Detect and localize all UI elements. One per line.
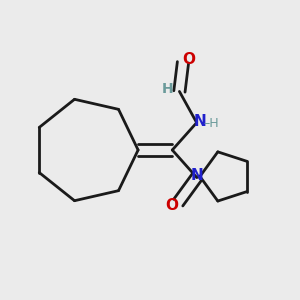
Text: N: N [190,168,203,183]
Text: O: O [182,52,195,68]
Text: O: O [165,198,178,213]
Text: N: N [193,114,206,129]
Text: H: H [162,82,173,96]
Text: –H: –H [204,117,219,130]
